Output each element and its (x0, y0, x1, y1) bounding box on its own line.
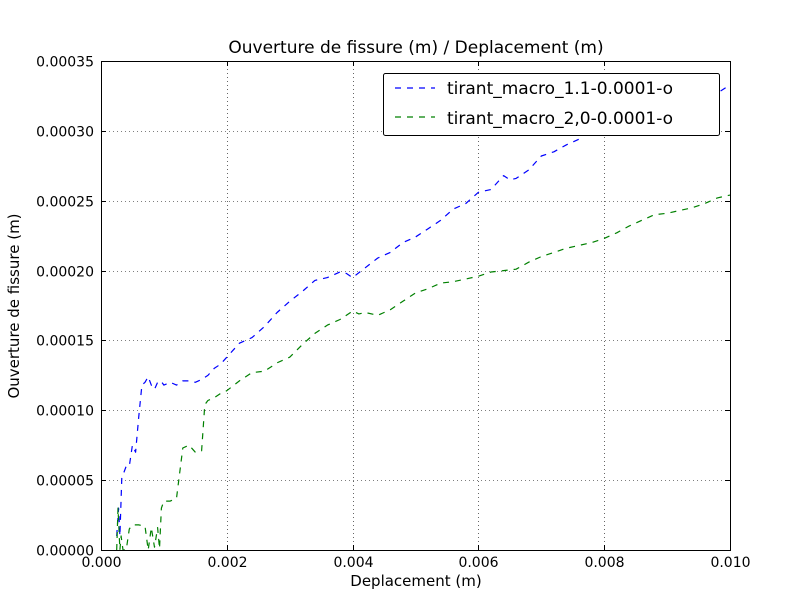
legend: tirant_macro_1.1-0.0001-o tirant_macro_2… (383, 73, 720, 136)
x-tick-label: 0.002 (207, 555, 247, 571)
chart-title: Ouverture de fissure (m) / Deplacement (… (228, 38, 603, 58)
x-tick-label: 0.000 (81, 555, 121, 571)
y-tick-label: 0.00030 (36, 125, 94, 141)
legend-label-series-1: tirant_macro_1.1-0.0001-o (447, 79, 673, 99)
plot-frame (101, 61, 731, 551)
legend-box (383, 73, 720, 136)
series-line-2 (116, 194, 731, 551)
y-tick-label: 0.00015 (36, 334, 94, 350)
y-tick-label: 0.00035 (36, 55, 94, 71)
x-axis-title: Deplacement (m) (350, 572, 481, 590)
legend-label-series-2: tirant_macro_2,0-0.0001-o (447, 109, 673, 129)
y-tick-label: 0.00020 (36, 265, 94, 281)
x-tick-label: 0.004 (333, 555, 373, 571)
y-axis-title: Ouverture de fissure (m) (5, 213, 23, 398)
x-tick-label: 0.010 (710, 555, 750, 571)
y-tick-label: 0.00010 (36, 404, 94, 420)
grid-lines (101, 61, 730, 550)
y-tick-label: 0.00025 (36, 195, 94, 211)
axis-ticks: 0.000 0.002 0.004 0.006 0.008 0.010 0.00000 0.0… (36, 55, 750, 572)
y-tick-label: 0.00000 (36, 544, 94, 560)
y-tick-label: 0.00005 (36, 474, 94, 490)
x-tick-label: 0.008 (584, 555, 624, 571)
x-tick-label: 0.006 (458, 555, 498, 571)
